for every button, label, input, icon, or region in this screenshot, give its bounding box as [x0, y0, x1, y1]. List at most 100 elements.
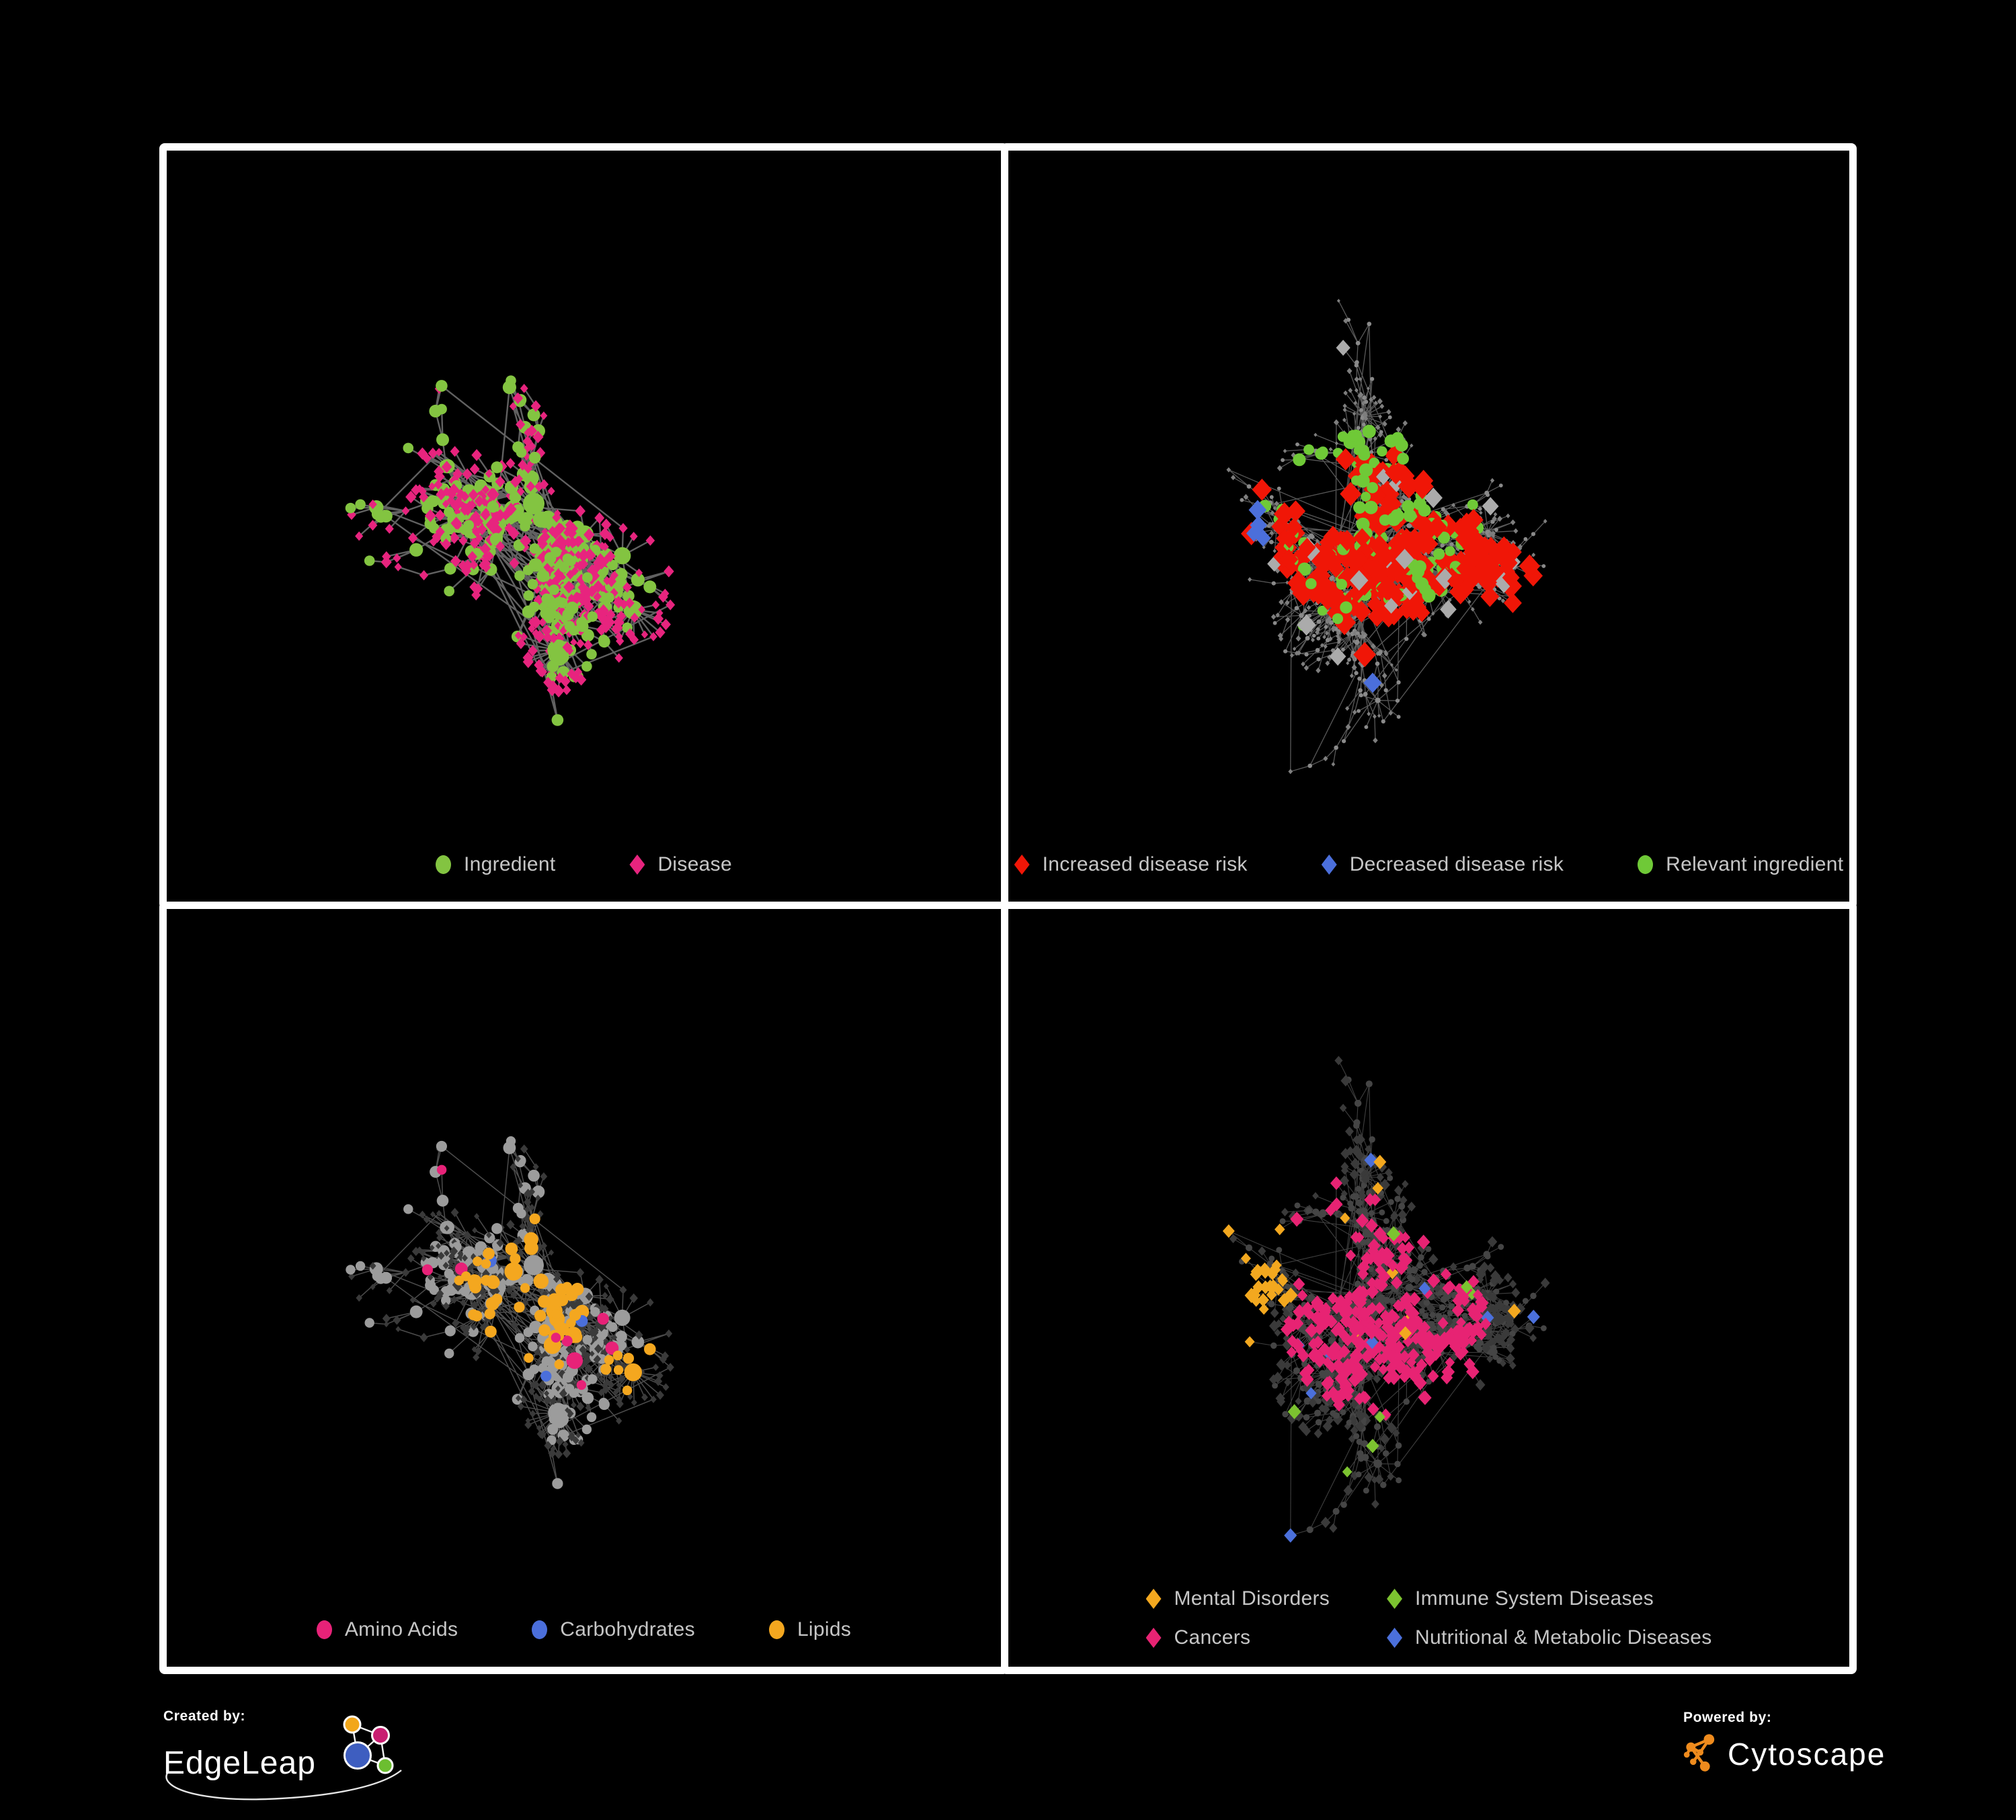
panel-ingredient-classes-network: Amino Acids Carbohydrates Lipids: [159, 902, 1008, 1674]
node-increased-disease-risk: [1478, 571, 1498, 593]
node-no-effect: [1336, 340, 1350, 356]
node-no-effect: [1297, 614, 1316, 636]
node-relevant-ingredient: [1367, 482, 1378, 493]
node-cancers: [1346, 1318, 1357, 1331]
node-cancers: [1286, 1346, 1297, 1358]
node-increased-disease-risk: [1340, 481, 1362, 506]
node-amino-acids: [576, 1380, 587, 1390]
node-relevant-ingredient: [1364, 500, 1378, 514]
node-mental-disorders: [1247, 1288, 1261, 1303]
node-relevant-ingredient: [1337, 431, 1348, 442]
node-increased-disease-risk: [1311, 550, 1331, 572]
node-relevant-ingredient: [1445, 546, 1455, 557]
node-cancers: [1463, 1357, 1476, 1371]
node-increased-disease-risk: [1398, 599, 1416, 620]
node-nutritional-metabolic-diseases: [1284, 1528, 1297, 1543]
edgeleap-wordmark: EdgeLeap: [163, 1745, 316, 1781]
node-nutritional-metabolic-diseases: [1481, 1310, 1494, 1325]
node-cancers: [1400, 1253, 1413, 1267]
node-lipids: [505, 1242, 518, 1256]
circle-marker: [768, 1620, 784, 1639]
node-cancers: [1440, 1268, 1452, 1281]
node-cancers: [1416, 1358, 1428, 1372]
node-lipids: [644, 1343, 656, 1355]
circle-marker: [1638, 855, 1654, 874]
node-cancers: [1361, 1251, 1374, 1266]
node-increased-disease-risk: [1252, 478, 1273, 501]
node-lipids: [569, 1308, 581, 1321]
node-increased-disease-risk: [1463, 508, 1484, 531]
node-cancers: [1338, 1345, 1350, 1359]
node-cancers: [1402, 1299, 1414, 1312]
node-cancers: [1287, 1335, 1298, 1347]
node-cancers: [1322, 1378, 1334, 1391]
node-increased-disease-risk: [1480, 586, 1500, 607]
node-cancers: [1408, 1292, 1421, 1307]
legend-item-decreased-disease-risk: Decreased disease risk: [1321, 853, 1564, 876]
diamond-marker: [1387, 1589, 1403, 1609]
node-lipids: [554, 1359, 564, 1370]
node-cancers: [1357, 1294, 1367, 1306]
node-cancers: [1314, 1322, 1326, 1335]
legend: Increased disease risk Decreased disease …: [1008, 853, 1849, 876]
node-increased-disease-risk: [1279, 549, 1299, 570]
legend-item-amino-acids: Amino Acids: [316, 1618, 458, 1641]
node-cancers: [1293, 1277, 1305, 1292]
node-mental-disorders: [1271, 1259, 1282, 1271]
node-lipids: [622, 1353, 635, 1364]
node-lipids: [612, 1350, 623, 1361]
node-relevant-ingredient: [1379, 514, 1391, 526]
edgeleap-node-green: [376, 1757, 394, 1774]
node-cancers: [1357, 1267, 1369, 1281]
legend-item-immune-system-diseases: Immune System Diseases: [1387, 1587, 1711, 1610]
node-cancers: [1460, 1323, 1474, 1338]
node-increased-disease-risk: [1367, 606, 1387, 627]
node-immune-system-diseases: [1342, 1466, 1353, 1478]
node-cancers: [1307, 1337, 1319, 1350]
node-increased-disease-risk: [1281, 530, 1298, 549]
node-mental-disorders: [1274, 1223, 1285, 1236]
node-cancers: [1381, 1314, 1394, 1330]
node-cancers: [1415, 1320, 1426, 1333]
node-cancers: [1334, 1350, 1344, 1362]
node-immune-system-diseases: [1287, 1404, 1301, 1419]
diamond-marker: [1145, 1589, 1162, 1609]
node-cancers: [1358, 1306, 1371, 1321]
node-increased-disease-risk: [1332, 590, 1348, 608]
node-increased-disease-risk: [1343, 548, 1365, 573]
legend-label: Carbohydrates: [560, 1618, 695, 1640]
node-relevant-ingredient: [1395, 438, 1408, 452]
node-cancers: [1390, 1276, 1403, 1290]
node-relevant-ingredient: [1347, 430, 1359, 442]
node-relevant-ingredient: [1384, 434, 1398, 448]
node-cancers: [1400, 1231, 1410, 1243]
node-cancers: [1295, 1345, 1306, 1357]
node-relevant-ingredient: [1433, 548, 1445, 560]
node-lipids: [484, 1308, 495, 1320]
node-lipids: [562, 1281, 572, 1292]
circle-marker: [436, 855, 452, 874]
node-increased-disease-risk: [1353, 528, 1371, 547]
legend-item-lipids: Lipids: [768, 1618, 851, 1641]
node-lipids: [534, 1310, 547, 1322]
diamond-marker: [1014, 855, 1030, 875]
node-cancers: [1437, 1316, 1449, 1329]
node-lipids: [533, 1273, 549, 1289]
node-lipids: [469, 1280, 480, 1292]
node-cancers: [1325, 1204, 1336, 1217]
node-lipids: [555, 1293, 569, 1306]
node-cancers: [1350, 1231, 1361, 1244]
node-mental-disorders: [1399, 1326, 1412, 1341]
node-amino-acids: [436, 1164, 447, 1175]
node-lipids: [485, 1325, 497, 1338]
node-cancers: [1355, 1213, 1369, 1228]
node-cancers: [1348, 1322, 1363, 1338]
edgeleap-logo-icon: [343, 1715, 394, 1774]
node-lipids: [504, 1262, 523, 1281]
node-cancers: [1349, 1347, 1364, 1363]
node-increased-disease-risk: [1414, 469, 1434, 492]
edgeleap-node-blue: [343, 1741, 372, 1770]
node-cancers: [1370, 1251, 1381, 1263]
node-cancers: [1451, 1303, 1465, 1318]
node-increased-disease-risk: [1406, 528, 1423, 547]
